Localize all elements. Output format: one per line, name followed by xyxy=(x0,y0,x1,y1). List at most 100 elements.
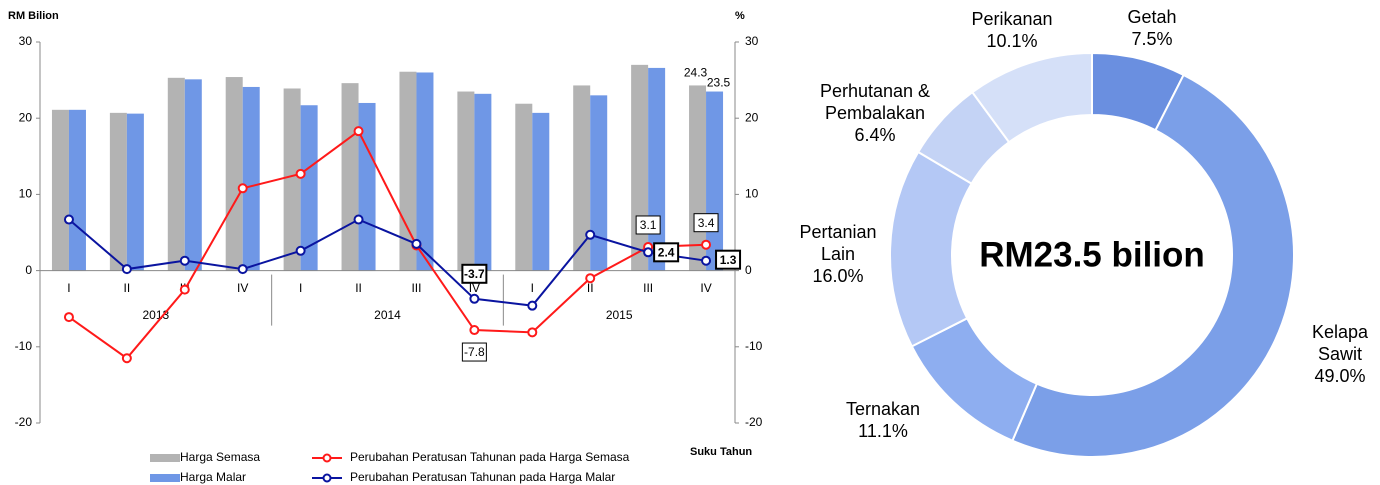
legend-label: Harga Semasa xyxy=(180,450,260,464)
y-tick-label: 20 xyxy=(19,110,33,124)
x-tick-label: IV xyxy=(237,281,248,295)
slice-label: Getah xyxy=(1127,7,1176,27)
line-marker xyxy=(121,264,132,275)
line-value-label: -3.7 xyxy=(464,267,485,281)
value-label-box xyxy=(461,263,488,284)
line-value-label: 3.4 xyxy=(698,216,715,230)
line-marker xyxy=(527,300,538,311)
line-marker xyxy=(63,312,74,323)
y2-tick-label: -20 xyxy=(745,415,763,429)
bar xyxy=(225,77,243,271)
x-tick-label: II xyxy=(355,281,362,295)
bar xyxy=(573,85,591,271)
slice-label: Pertanian xyxy=(799,222,876,242)
line-value-label: -7.8 xyxy=(464,345,485,359)
slice-label: Perhutanan & xyxy=(820,81,930,101)
slice-label: Pembalakan xyxy=(825,103,925,123)
slice-value-label: 6.4% xyxy=(854,125,895,145)
bar xyxy=(300,105,318,271)
x-tick-label: IV xyxy=(700,281,711,295)
x-tick-label: III xyxy=(411,281,421,295)
line xyxy=(68,218,707,307)
bar xyxy=(167,77,185,271)
x-tick-label: II xyxy=(124,281,131,295)
slice-value-label: 16.0% xyxy=(812,266,863,286)
y2-tick-label: 30 xyxy=(745,34,759,48)
bar xyxy=(648,67,666,271)
x-tick-label: I xyxy=(67,281,70,295)
line-marker xyxy=(179,255,190,266)
legend-marker xyxy=(322,473,332,483)
bar-value-label: 23.5 xyxy=(707,76,731,90)
bar-value-label: 24.3 xyxy=(684,66,708,80)
bar xyxy=(457,91,475,271)
line-marker xyxy=(585,273,596,284)
y-axis-title: RM Bilion xyxy=(8,10,59,22)
donut-slice xyxy=(1011,73,1296,459)
line-value-label: 3.1 xyxy=(640,218,657,232)
slice-label: Lain xyxy=(821,244,855,264)
line-marker xyxy=(63,214,74,225)
slice-label: Ternakan xyxy=(846,399,920,419)
line-marker xyxy=(237,183,248,194)
line-marker xyxy=(469,293,480,304)
bar xyxy=(590,95,608,271)
bar xyxy=(126,113,144,271)
line-marker xyxy=(411,238,422,249)
bar xyxy=(515,103,533,271)
donut-center-text: RM23.5 bilion xyxy=(979,235,1205,274)
bar xyxy=(358,102,376,271)
y2-tick-label: -10 xyxy=(745,339,763,353)
legend-marker xyxy=(322,453,332,463)
line-marker xyxy=(295,245,306,256)
value-label-box xyxy=(653,242,680,263)
y-tick-label: 0 xyxy=(25,263,32,277)
y2-tick-label: 20 xyxy=(745,110,759,124)
value-label-box xyxy=(635,215,661,235)
slice-value-label: 11.1% xyxy=(858,421,908,441)
x-tick-label: II xyxy=(587,281,594,295)
y2-tick-label: 0 xyxy=(745,263,752,277)
slice-value-label: 7.5% xyxy=(1131,29,1172,49)
bar xyxy=(109,112,127,271)
donut-slice xyxy=(889,150,973,348)
bar xyxy=(341,83,359,271)
legend-label: Harga Malar xyxy=(180,470,246,484)
bar xyxy=(242,86,260,271)
slice-label: Kelapa xyxy=(1312,322,1369,342)
line-marker xyxy=(643,247,654,258)
legend-swatch xyxy=(150,454,180,462)
bar xyxy=(51,109,69,271)
legend-swatch xyxy=(150,474,180,482)
bar xyxy=(68,109,86,271)
x-group-label: 2015 xyxy=(606,308,633,322)
slice-value-label: 49.0% xyxy=(1314,366,1365,386)
y-tick-label: 30 xyxy=(19,34,33,48)
x-group-label: 2013 xyxy=(142,308,169,322)
line-marker xyxy=(295,168,306,179)
bar xyxy=(532,112,550,271)
y2-tick-label: 10 xyxy=(745,187,759,201)
bar xyxy=(416,72,434,271)
donut-slice xyxy=(970,51,1093,144)
line-marker xyxy=(237,264,248,275)
line-marker xyxy=(701,255,712,266)
y-tick-label: -20 xyxy=(15,415,33,429)
bar xyxy=(474,93,492,271)
x-tick-label: I xyxy=(299,281,302,295)
x-axis-title: Suku Tahun xyxy=(690,446,752,458)
value-label-box xyxy=(693,213,719,233)
line-marker xyxy=(353,126,364,137)
line-marker xyxy=(527,327,538,338)
value-label-box xyxy=(715,249,742,270)
slice-label: Sawit xyxy=(1318,344,1362,364)
line-value-label: 1.3 xyxy=(720,253,737,267)
y-tick-label: 10 xyxy=(19,187,33,201)
x-tick-label: I xyxy=(531,281,534,295)
x-tick-label: III xyxy=(643,281,653,295)
line-marker xyxy=(121,353,132,364)
bar xyxy=(283,88,301,271)
y2-axis-title: % xyxy=(735,10,745,22)
line-marker xyxy=(353,214,364,225)
line xyxy=(68,129,707,360)
